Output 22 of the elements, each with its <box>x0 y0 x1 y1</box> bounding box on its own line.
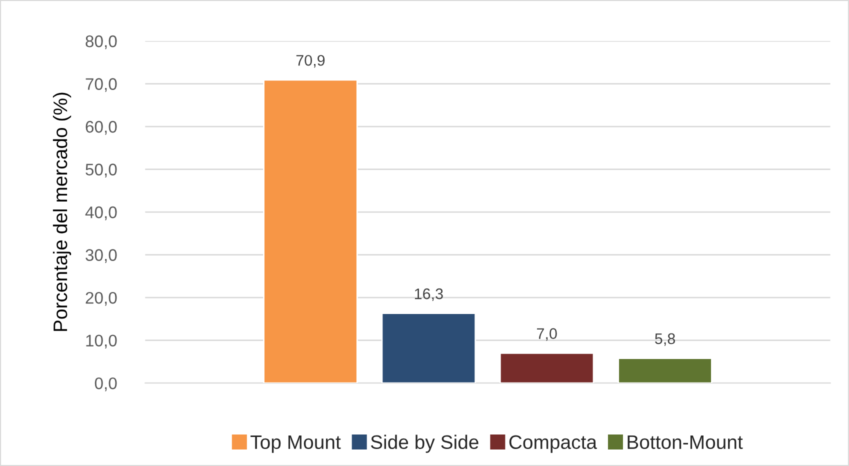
y-tick-label: 20,0 <box>86 292 117 306</box>
y-axis-title: Porcentaje del mercado (%) <box>52 92 72 331</box>
legend-label: Botton-Mount <box>628 435 743 450</box>
legend-label: Compacta <box>509 435 598 453</box>
bar <box>499 352 594 384</box>
y-tick-label: 80,0 <box>86 35 117 50</box>
y-tick-label: 40,0 <box>85 206 117 220</box>
bar <box>618 358 712 384</box>
text: 16,3 <box>414 288 443 302</box>
y-tick-label: 0,0 <box>94 377 117 392</box>
legend-label: Top Mount <box>250 435 341 453</box>
y-tick-label: 60,0 <box>86 120 117 135</box>
text: 7,0 <box>537 328 557 341</box>
legend-label: Side by Side <box>370 434 478 453</box>
bar <box>263 79 358 384</box>
text: 5,8 <box>655 333 675 346</box>
y-tick-label: 10,0 <box>86 334 117 348</box>
y-tick-label: 30,0 <box>86 249 117 263</box>
bar <box>381 312 476 384</box>
text: 70,9 <box>296 54 325 68</box>
y-tick-label: 70,0 <box>86 78 117 92</box>
y-tick-label: 50,0 <box>86 164 117 178</box>
